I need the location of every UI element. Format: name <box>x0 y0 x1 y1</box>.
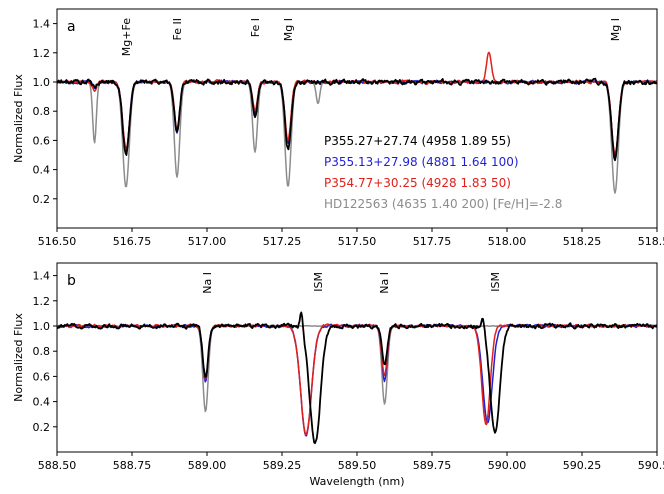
legend-entry: HD122563 (4635 1.40 200) [Fe/H]=-2.8 <box>324 197 562 211</box>
line-annotation: ISM <box>489 272 502 292</box>
y-tick-label: 0.4 <box>33 396 51 409</box>
line-annotation: Mg+Fe <box>120 18 133 56</box>
x-tick-label: 589.50 <box>338 459 377 472</box>
line-annotation: Fe I <box>249 18 262 37</box>
x-tick-label: 589.75 <box>413 459 452 472</box>
line-annotation: Na I <box>378 272 391 294</box>
x-tick-label: 516.50 <box>38 235 77 248</box>
y-tick-label: 0.2 <box>33 421 51 434</box>
panel-a: 516.50 516.75 517.00 517.25 517.50 517.75 518.… <box>12 8 664 248</box>
series-group <box>57 311 657 445</box>
line-annotation: Na I <box>201 272 214 294</box>
x-tick-label: 588.75 <box>113 459 152 472</box>
y-tick-label: 1.2 <box>33 295 51 308</box>
line-annotation: Mg I <box>609 18 622 41</box>
y-tick-label: 0.6 <box>33 370 51 383</box>
panel-b: 588.50 588.75 589.00 589.25 589.50 589.75 590.… <box>12 262 664 488</box>
series-line <box>57 77 657 162</box>
line-annotation: ISM <box>312 272 325 292</box>
series-line <box>57 324 657 413</box>
x-tick-label: 517.00 <box>188 235 227 248</box>
y-tick-label: 1.2 <box>33 47 51 60</box>
x-tick-label: 590.00 <box>488 459 527 472</box>
y-tick-label: 0.8 <box>33 345 51 358</box>
y-tick-label: 1.0 <box>33 76 51 89</box>
legend-entry: P355.13+27.98 (4881 1.64 100) <box>324 155 519 169</box>
series-line <box>57 311 657 445</box>
x-tick-label: 518.50 <box>638 235 664 248</box>
y-tick-label: 1.0 <box>33 320 51 333</box>
y-tick-label: 1.4 <box>33 18 51 31</box>
x-tick-label: 590.50 <box>638 459 664 472</box>
x-tick-label: 589.25 <box>263 459 302 472</box>
series-line <box>57 323 657 437</box>
x-tick-label: 517.25 <box>263 235 302 248</box>
series-group <box>57 51 657 194</box>
x-tick-label: 517.50 <box>338 235 377 248</box>
y-tick-label: 1.4 <box>33 270 51 283</box>
axes-frame <box>56 8 658 229</box>
y-tick-label: 0.2 <box>33 193 51 206</box>
x-tick-label: 589.00 <box>188 459 227 472</box>
line-annotation: Mg I <box>282 18 295 41</box>
y-tick-label: 0.8 <box>33 105 51 118</box>
series-line <box>57 323 657 436</box>
y-axis-label: Normalized Flux <box>12 74 25 163</box>
axes-frame <box>56 262 658 453</box>
legend-entry: P355.27+27.74 (4958 1.89 55) <box>324 134 511 148</box>
y-axis-label: Normalized Flux <box>12 313 25 402</box>
x-axis-label: Wavelength (nm) <box>309 475 404 488</box>
x-tick-label: 518.25 <box>563 235 602 248</box>
y-tick-label: 0.4 <box>33 164 51 177</box>
x-tick-label: 590.25 <box>563 459 602 472</box>
panel-label: a <box>67 19 76 35</box>
panel-label: b <box>67 273 76 289</box>
x-tick-label: 517.75 <box>413 235 452 248</box>
y-tick-label: 0.6 <box>33 134 51 147</box>
x-tick-label: 516.75 <box>113 235 152 248</box>
x-tick-label: 518.00 <box>488 235 527 248</box>
legend-entry: P354.77+30.25 (4928 1.83 50) <box>324 176 511 190</box>
x-tick-label: 588.50 <box>38 459 77 472</box>
line-annotation: Fe II <box>171 18 184 40</box>
